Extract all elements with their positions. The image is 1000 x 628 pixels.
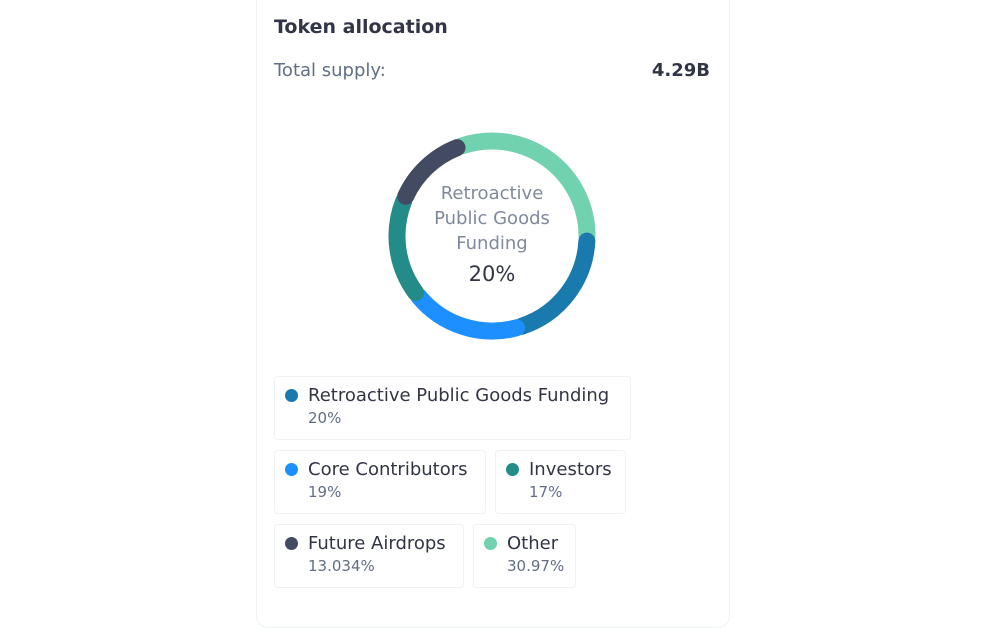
donut-center-label: Retroactive Public Goods Funding <box>434 183 550 254</box>
legend-color-dot <box>484 537 497 550</box>
donut-center-percent: 20% <box>468 262 516 286</box>
donut-segment-core-contributors[interactable] <box>410 288 525 340</box>
total-supply-value: 4.29B <box>651 60 710 81</box>
total-supply-label: Total supply: <box>274 60 386 81</box>
legend-item-future-airdrops[interactable]: Future Airdrops 13.034% <box>274 524 464 588</box>
legend-item-other[interactable]: Other 30.97% <box>473 524 576 588</box>
legend-color-dot <box>285 537 298 550</box>
donut-segment-retroactive-public-goods-funding[interactable] <box>513 232 596 335</box>
legend-percent: 17% <box>529 483 563 501</box>
legend-item-investors[interactable]: Investors 17% <box>495 450 626 514</box>
legend-color-dot <box>285 389 298 402</box>
legend-percent: 30.97% <box>507 557 565 575</box>
donut-segment-other[interactable] <box>453 132 596 245</box>
token-allocation-card <box>256 0 730 628</box>
legend-item-core-contributors[interactable]: Core Contributors 19% <box>274 450 486 514</box>
donut-segment-future-airdrops[interactable] <box>397 139 466 205</box>
legend-label: Investors <box>529 459 612 480</box>
legend-color-dot <box>506 463 519 476</box>
legend-item-retroactive-public-goods-funding[interactable]: Retroactive Public Goods Funding 20% <box>274 376 631 440</box>
allocation-donut-chart <box>388 132 596 340</box>
legend-label: Future Airdrops <box>308 533 446 554</box>
donut-segment-investors[interactable] <box>388 192 425 302</box>
card-title: Token allocation <box>274 16 448 38</box>
legend-label: Retroactive Public Goods Funding <box>308 385 610 406</box>
legend-percent: 20% <box>308 409 342 427</box>
legend-percent: 13.034% <box>308 557 375 575</box>
legend-percent: 19% <box>308 483 342 501</box>
legend-label: Other <box>507 533 559 554</box>
legend-color-dot <box>285 463 298 476</box>
legend-label: Core Contributors <box>308 459 468 480</box>
